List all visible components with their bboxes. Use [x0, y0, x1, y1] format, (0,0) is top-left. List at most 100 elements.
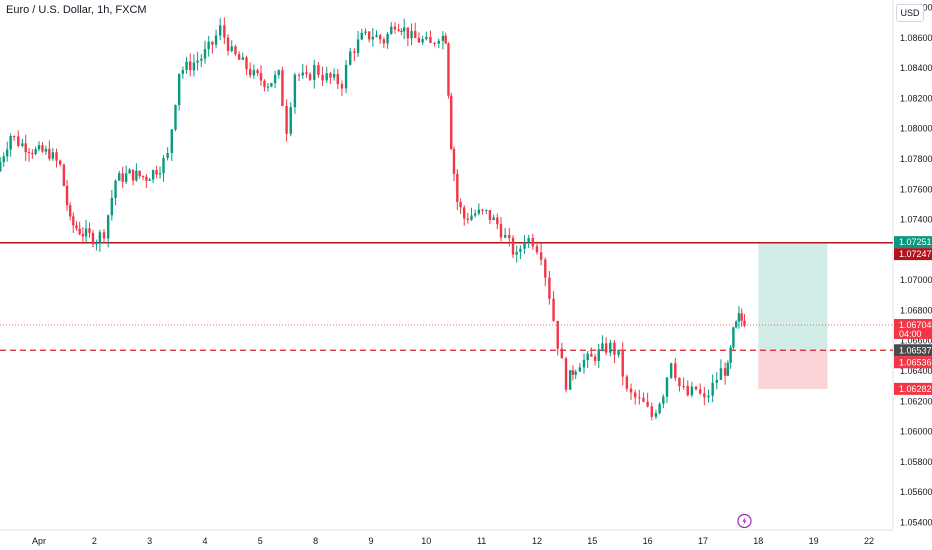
- x-tick-label: 16: [643, 536, 653, 546]
- candle-body: [230, 46, 233, 52]
- lightning-glyph: [742, 517, 747, 525]
- candle-body: [421, 39, 424, 43]
- candle-body: [31, 152, 34, 154]
- candle-body: [353, 51, 356, 53]
- candle-body: [473, 213, 477, 216]
- candle-body: [48, 148, 51, 159]
- candle-body: [694, 386, 698, 390]
- candle-body: [203, 49, 207, 59]
- y-tick-label: 1.05600: [900, 487, 932, 497]
- candle-body: [200, 58, 203, 61]
- loss-zone: [758, 350, 828, 389]
- candle-body: [12, 135, 16, 137]
- candle-body: [481, 209, 484, 211]
- candle-body: [698, 389, 702, 394]
- candle-body: [519, 248, 522, 252]
- candle-body: [485, 210, 488, 212]
- candle-body: [356, 39, 360, 53]
- candle-body: [571, 370, 575, 375]
- candle-body: [110, 197, 114, 216]
- candle-body: [621, 349, 624, 377]
- candle-body: [349, 51, 352, 65]
- candle-body: [252, 70, 256, 76]
- candle-body: [189, 61, 192, 71]
- x-tick-label: 19: [809, 536, 819, 546]
- candle-body: [734, 321, 738, 328]
- candle-body: [170, 129, 173, 154]
- candle-body: [145, 176, 148, 181]
- candle-body: [740, 313, 743, 321]
- x-tick-label: 17: [698, 536, 708, 546]
- candle-body: [223, 25, 226, 38]
- candle-body: [582, 360, 586, 368]
- y-tick-label: 1.06800: [900, 305, 932, 315]
- candle-body: [259, 73, 263, 81]
- candle-body: [59, 160, 62, 165]
- candle-body: [340, 84, 344, 89]
- candle-body: [196, 60, 199, 63]
- candle-body: [62, 164, 66, 186]
- y-tick-label: 1.08400: [900, 63, 932, 73]
- candle-body: [665, 377, 669, 397]
- candle-body: [84, 228, 88, 237]
- candle-body: [452, 149, 456, 174]
- candle-body: [609, 342, 612, 353]
- y-tick-label: 1.07800: [900, 154, 932, 164]
- candle-body: [686, 386, 689, 396]
- candle-body: [185, 61, 188, 70]
- candle-body: [425, 37, 428, 40]
- candle-body: [332, 73, 336, 78]
- candle-body: [91, 232, 95, 245]
- candle-body: [726, 362, 730, 376]
- candle-body: [344, 64, 348, 89]
- candle-body: [590, 353, 593, 357]
- candle-body: [75, 225, 78, 229]
- candle-body: [118, 173, 121, 181]
- price-tag-label: 1.06537: [899, 345, 932, 355]
- candle-body: [629, 388, 633, 393]
- candle-body: [560, 348, 564, 359]
- x-tick-label: 3: [147, 536, 152, 546]
- candle-body: [114, 180, 117, 198]
- candle-body: [515, 251, 518, 255]
- y-tick-label: 1.05400: [900, 517, 932, 527]
- candle-body: [285, 105, 288, 134]
- candle-body: [496, 217, 499, 225]
- candle-body: [364, 31, 367, 33]
- candle-body: [174, 105, 177, 130]
- currency-button[interactable]: USD: [896, 4, 924, 22]
- candle-body: [44, 148, 48, 152]
- candle-body: [499, 224, 503, 238]
- x-tick-label: 9: [368, 536, 373, 546]
- candle-body: [390, 26, 393, 34]
- candle-body: [41, 145, 44, 152]
- candle-body: [51, 152, 55, 159]
- candle-body: [0, 162, 2, 172]
- candle-body: [447, 43, 450, 96]
- candle-body: [325, 73, 328, 81]
- x-tick-label: 10: [421, 536, 431, 546]
- candle-body: [508, 235, 511, 238]
- x-tick-label: 15: [587, 536, 597, 546]
- candle-body: [568, 370, 572, 390]
- candle-body: [5, 149, 9, 157]
- candle-body: [211, 41, 214, 45]
- price-tag-countdown: 04:00: [899, 329, 922, 339]
- candle-body: [638, 397, 641, 399]
- symbol-title[interactable]: Euro / U.S. Dollar, 1h, FXCM: [6, 4, 147, 16]
- y-tick-label: 1.07400: [900, 215, 932, 225]
- candle-body: [397, 29, 400, 31]
- candle-body: [646, 401, 649, 407]
- candle-body: [162, 158, 165, 174]
- candle-body: [437, 40, 440, 44]
- candle-body: [305, 72, 308, 75]
- profit-zone: [758, 242, 828, 351]
- candle-body: [429, 37, 432, 43]
- candle-body: [155, 170, 158, 175]
- y-tick-label: 1.08600: [900, 33, 932, 43]
- candle-body: [181, 69, 185, 74]
- candle-body: [690, 386, 694, 396]
- candle-body: [715, 379, 718, 383]
- candle-body: [367, 31, 371, 40]
